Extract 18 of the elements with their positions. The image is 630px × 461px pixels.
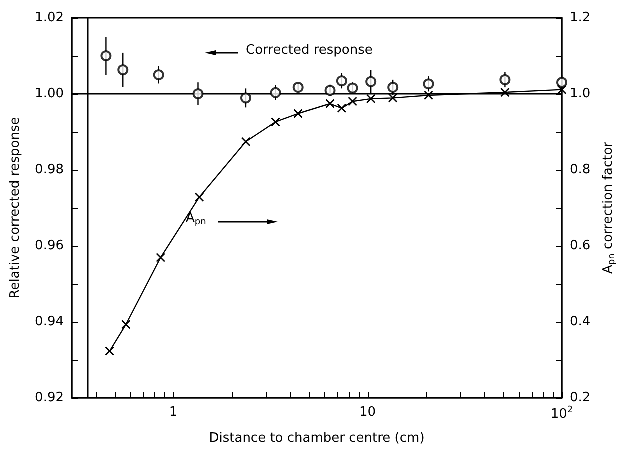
y-tick-label: 0.96 bbox=[35, 238, 64, 254]
y-tick-label: 1.00 bbox=[35, 86, 64, 102]
y2-tick-label: 1.2 bbox=[570, 10, 591, 26]
y2-axis-title: Apn correction factor bbox=[601, 141, 618, 274]
y-tick-label: 1.02 bbox=[35, 10, 64, 26]
y2-tick-label: 0.8 bbox=[570, 162, 591, 178]
x-tick-label: 10 bbox=[360, 405, 376, 420]
y2-tick-label: 0.4 bbox=[570, 314, 591, 330]
y-tick-label: 0.94 bbox=[35, 314, 64, 330]
y2-tick-label: 0.2 bbox=[570, 390, 591, 406]
y2-tick-label: 1.0 bbox=[570, 86, 591, 102]
y2-tick-label: 0.6 bbox=[570, 238, 591, 254]
y-axis-title: Relative corrected response bbox=[8, 117, 23, 299]
y-tick-label: 0.98 bbox=[35, 162, 64, 178]
annotation: Corrected response bbox=[246, 43, 373, 58]
x-axis-title: Distance to chamber centre (cm) bbox=[209, 431, 425, 446]
x-tick-label: 1 bbox=[169, 405, 178, 420]
y-tick-label: 0.92 bbox=[35, 390, 64, 406]
